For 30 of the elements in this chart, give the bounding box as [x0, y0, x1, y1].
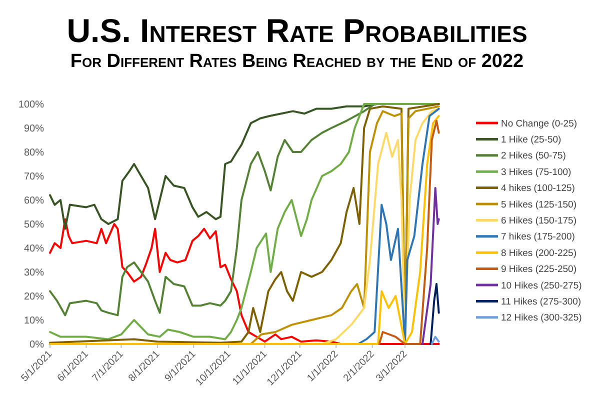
legend-label: 2 Hikes (50-75) [501, 150, 566, 162]
y-tick-label: 40% [24, 244, 44, 254]
y-tick-label: 70% [24, 172, 44, 182]
legend-label: No Change (0-25) [501, 118, 578, 130]
chart-subtitle: For Different Rates Being Reached by the End of 2022 [70, 51, 524, 72]
y-tick-label: 100% [18, 100, 44, 110]
legend-label: 10 Hikes (250-275) [501, 280, 582, 292]
legend-label: 4 hikes (100-125) [501, 183, 575, 194]
legend-label: 6 Hikes (150-175) [501, 216, 577, 227]
legend-label: 11 Hikes (275-300) [501, 296, 582, 308]
y-tick-label: 10% [24, 316, 44, 326]
legend-label: 1 Hike (25-50) [501, 134, 562, 146]
line-series [430, 283, 440, 345]
legend-label: 7 hikes (175-200) [501, 232, 575, 243]
y-tick-label: 60% [24, 196, 44, 206]
y-tick-label: 80% [24, 148, 44, 158]
y-tick-label: 0% [30, 340, 44, 350]
chart-title: U.S. Interest Rate Probabilities [66, 12, 528, 49]
legend-label: 8 Hikes (200-225) [501, 248, 577, 259]
line-series [421, 187, 440, 345]
y-tick-label: 30% [24, 268, 44, 278]
legend-label: 3 Hikes (75-100) [501, 166, 572, 178]
y-tick-label: 90% [24, 124, 44, 134]
legend-label: 9 Hikes (225-250) [501, 264, 577, 276]
y-tick-label: 50% [24, 220, 44, 230]
line-series [49, 218, 440, 345]
y-tick-label: 20% [24, 292, 44, 302]
legend-label: 5 Hikes (125-150) [501, 199, 577, 210]
line-series [378, 120, 440, 345]
legend-label: 12 Hikes (300-325) [501, 312, 582, 324]
